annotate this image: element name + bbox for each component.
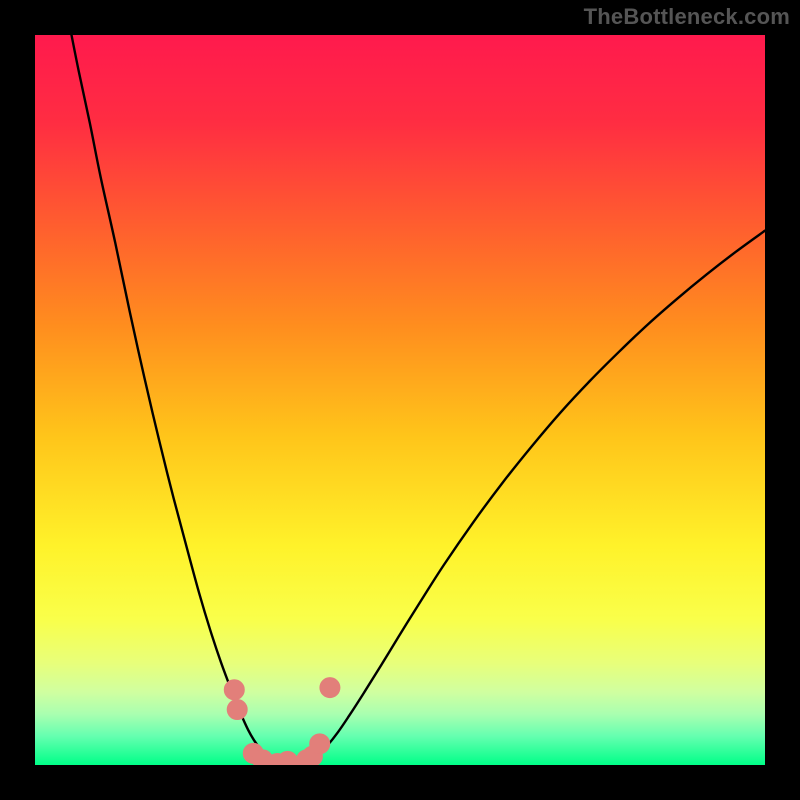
data-marker — [227, 700, 247, 720]
data-marker — [320, 678, 340, 698]
plot-background — [35, 35, 765, 765]
bottleneck-chart — [0, 0, 800, 800]
watermark-text: TheBottleneck.com — [584, 4, 790, 30]
data-marker — [310, 734, 330, 754]
data-marker — [224, 680, 244, 700]
data-marker — [278, 751, 298, 771]
